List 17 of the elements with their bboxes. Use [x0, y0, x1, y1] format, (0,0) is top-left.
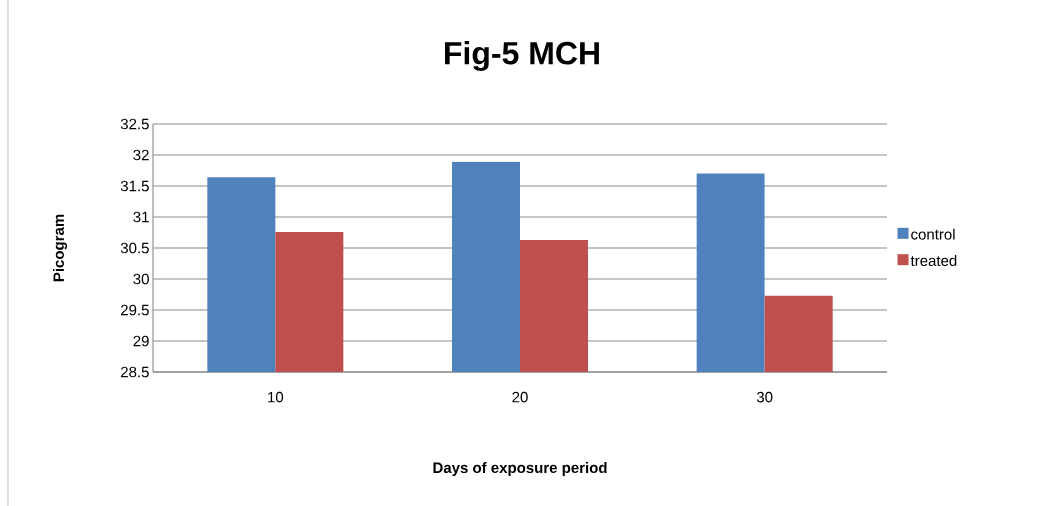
y-tick-label: 28.5	[121, 366, 149, 378]
y-tick-label: 29	[133, 335, 149, 347]
x-tick-label: 30	[756, 391, 773, 403]
y-tick-label: 31.5	[120, 180, 149, 192]
legend-label: control	[911, 228, 955, 240]
y-tick-label: 30.5	[120, 242, 149, 254]
x-tick-label: 10	[268, 391, 284, 403]
y-tick-label: 31	[133, 211, 149, 223]
y-axis-title: Picogram	[52, 214, 68, 282]
x-axis-title: Days of exposure period	[433, 462, 607, 476]
y-tick-label: 30	[133, 273, 149, 285]
y-tick-label: 32.5	[120, 118, 149, 130]
y-tick-label: 29.5	[121, 304, 149, 316]
chart-title: Fig-5 MCH	[445, 41, 599, 71]
x-tick-label: 20	[512, 391, 528, 403]
y-tick-label: 32	[133, 149, 149, 161]
legend-label: treated	[910, 255, 957, 267]
